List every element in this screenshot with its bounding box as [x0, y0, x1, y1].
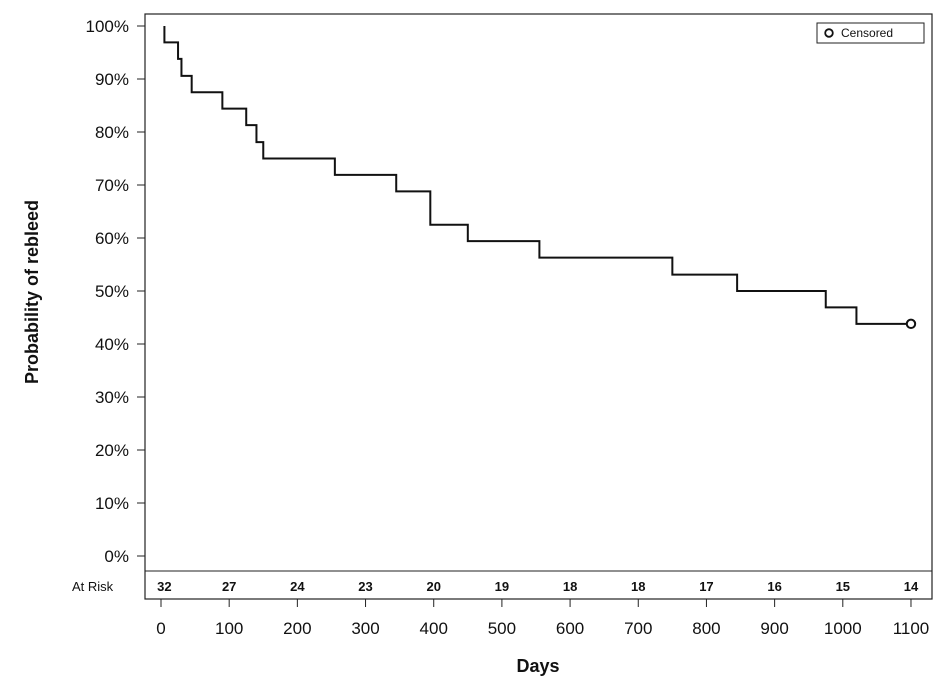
at-risk-count: 23 — [358, 579, 372, 594]
x-tick-label: 1100 — [893, 619, 930, 638]
at-risk-count: 24 — [290, 579, 305, 594]
legend-censored-icon — [824, 28, 834, 38]
y-axis: 0% 10% 20% 30% 40% 50% 60% 70% 80% 90% 100% — [86, 17, 145, 566]
x-tick-label: 600 — [556, 619, 584, 638]
censor-marks — [905, 318, 917, 330]
x-tick-label: 300 — [351, 619, 379, 638]
survival-step-line — [163, 26, 911, 325]
at-risk-count: 17 — [699, 579, 713, 594]
y-tick-label: 30% — [95, 388, 129, 407]
at-risk-count: 18 — [631, 579, 645, 594]
legend: Censored — [816, 22, 925, 44]
at-risk-count: 32 — [157, 579, 171, 594]
plot-frame — [144, 13, 933, 600]
x-tick-label: 400 — [420, 619, 448, 638]
y-tick-label: 70% — [95, 176, 129, 195]
y-tick-label: 100% — [86, 17, 129, 36]
x-tick-label: 0 — [156, 619, 165, 638]
at-risk-count: 19 — [495, 579, 509, 594]
at-risk-count: 16 — [767, 579, 781, 594]
survival-curve — [163, 26, 911, 325]
y-tick-label: 0% — [104, 547, 129, 566]
x-tick-label: 800 — [692, 619, 720, 638]
x-tick-label: 500 — [488, 619, 516, 638]
at-risk-count: 18 — [563, 579, 577, 594]
at-risk-count: 15 — [836, 579, 850, 594]
x-tick-label: 100 — [215, 619, 243, 638]
x-tick-label: 1000 — [824, 619, 862, 638]
y-tick-label: 90% — [95, 70, 129, 89]
x-tick-label: 900 — [760, 619, 788, 638]
y-axis-title: Probability of rebleed — [22, 200, 42, 384]
y-tick-label: 80% — [95, 123, 129, 142]
at-risk-label: At Risk — [72, 579, 114, 594]
x-tick-label: 200 — [283, 619, 311, 638]
at-risk-count: 27 — [222, 579, 236, 594]
at-risk-count: 20 — [426, 579, 440, 594]
y-tick-label: 60% — [95, 229, 129, 248]
x-tick-label: 700 — [624, 619, 652, 638]
x-axis: 0 100 200 300 400 500 600 700 800 900 1000 1100 — [156, 599, 929, 638]
at-risk-count: 14 — [904, 579, 919, 594]
y-tick-label: 40% — [95, 335, 129, 354]
y-tick-label: 50% — [95, 282, 129, 301]
at-risk-row: At Risk 32 27 24 23 20 19 18 18 17 16 15 14 — [72, 579, 919, 594]
y-tick-label: 10% — [95, 494, 129, 513]
y-tick-label: 20% — [95, 441, 129, 460]
censor-marker — [905, 318, 917, 330]
x-axis-title: Days — [516, 656, 559, 676]
legend-box — [816, 22, 925, 44]
legend-censored-label: Censored — [841, 26, 893, 40]
